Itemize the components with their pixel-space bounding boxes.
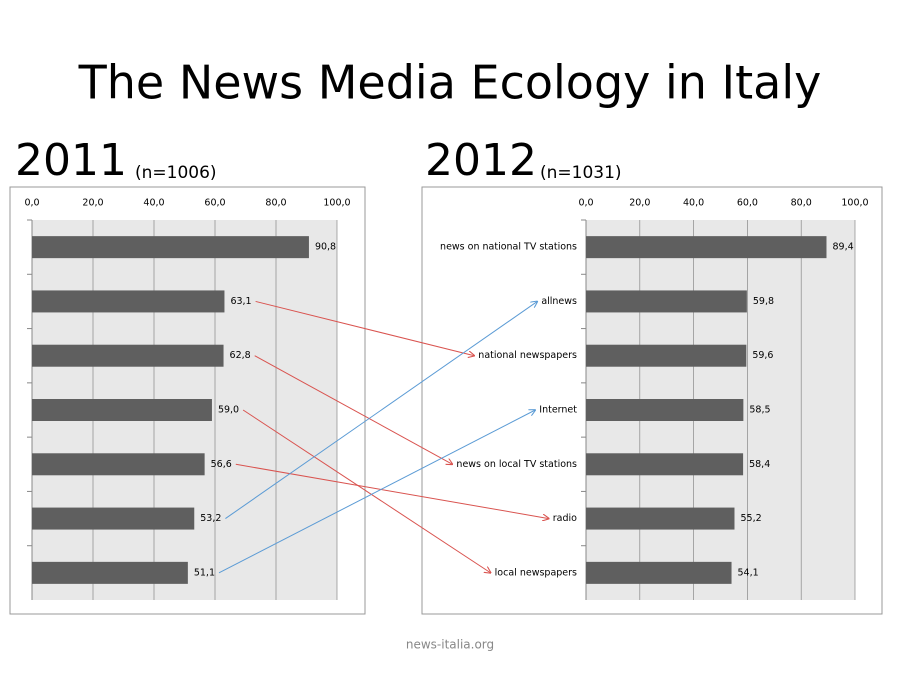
category-label: news on national TV stations — [440, 242, 577, 253]
x-tick-label: 40,0 — [683, 198, 704, 209]
change-arrow — [255, 300, 475, 355]
value-label: 51,1 — [194, 567, 215, 578]
category-label: Internet — [539, 405, 577, 416]
value-label: 59,8 — [753, 296, 774, 307]
value-label: 89,4 — [832, 242, 853, 253]
value-label: 58,5 — [749, 405, 770, 416]
chart-year: 2011 — [15, 135, 127, 186]
bar — [32, 561, 188, 584]
value-label: 90,8 — [315, 242, 336, 253]
bar — [32, 453, 205, 476]
category-label: allnews — [541, 296, 577, 307]
value-label: 54,1 — [738, 567, 759, 578]
category-label: national newspapers — [478, 350, 577, 361]
x-tick-label: 100,0 — [323, 198, 350, 209]
x-tick-label: 60,0 — [204, 198, 225, 209]
value-label: 58,4 — [749, 459, 770, 470]
category-label: local newspapers — [495, 567, 577, 578]
bar — [32, 344, 224, 367]
change-arrow — [225, 301, 537, 519]
category-label: radio — [553, 513, 577, 524]
value-label: 53,2 — [200, 513, 221, 524]
slide-title: The News Media Ecology in Italy — [78, 56, 822, 110]
bar — [586, 507, 735, 530]
bar — [586, 453, 744, 476]
value-label: 56,6 — [211, 459, 232, 470]
change-arrow — [235, 463, 549, 518]
bar — [586, 236, 827, 259]
bar — [586, 399, 744, 421]
value-label: 59,6 — [752, 350, 773, 361]
change-arrow — [254, 355, 453, 465]
x-tick-label: 0,0 — [578, 198, 593, 209]
x-tick-label: 0,0 — [24, 198, 39, 209]
change-arrow — [242, 409, 491, 573]
value-label: 62,8 — [230, 350, 251, 361]
chart-subtitle: (n=1006) — [135, 163, 217, 183]
footer: news-italia.org — [406, 638, 494, 652]
x-tick-label: 80,0 — [265, 198, 286, 209]
x-tick-label: 60,0 — [737, 198, 758, 209]
value-label: 59,0 — [218, 405, 239, 416]
value-label: 63,1 — [230, 296, 251, 307]
chart-year: 2012 — [425, 135, 537, 186]
x-tick-label: 20,0 — [82, 198, 103, 209]
bar — [586, 290, 747, 313]
bar — [586, 561, 732, 584]
value-label: 55,2 — [740, 513, 761, 524]
chart-subtitle: (n=1031) — [540, 163, 622, 183]
x-tick-label: 80,0 — [791, 198, 812, 209]
x-tick-label: 40,0 — [143, 198, 164, 209]
bar — [32, 290, 225, 313]
change-arrow — [218, 410, 535, 574]
category-label: news on local TV stations — [456, 459, 577, 470]
bar — [32, 236, 309, 259]
bar — [32, 399, 212, 421]
x-tick-label: 20,0 — [629, 198, 650, 209]
bar — [32, 507, 195, 530]
bar — [586, 344, 747, 367]
x-tick-label: 100,0 — [841, 198, 868, 209]
